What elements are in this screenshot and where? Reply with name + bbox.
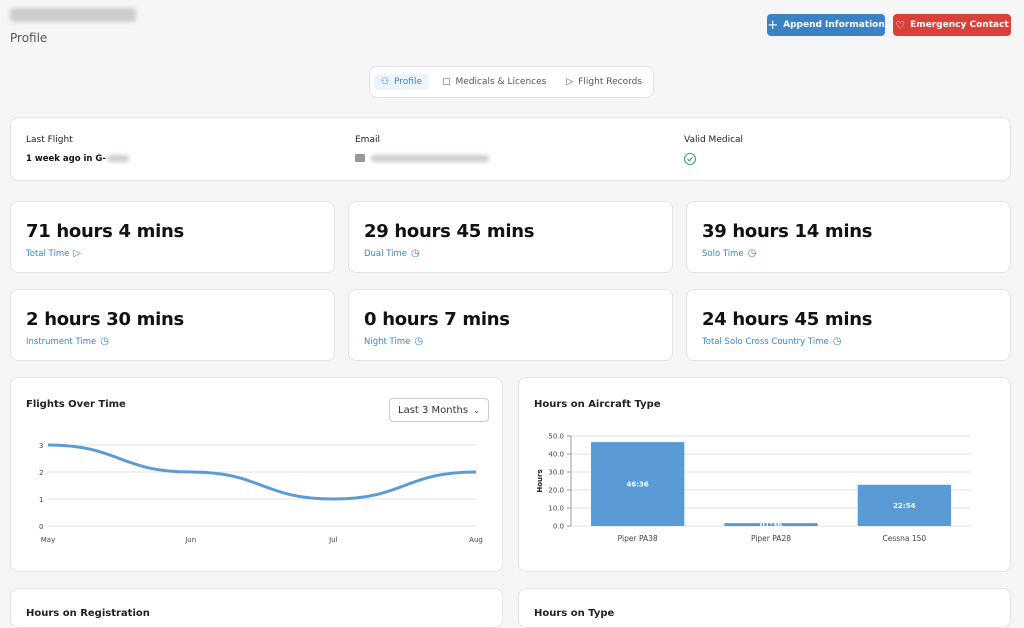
mail-icon bbox=[355, 154, 365, 162]
registration-card: Hours on Registration bbox=[10, 588, 503, 628]
button-label: Append Information bbox=[783, 20, 885, 30]
stat-card: 2 hours 30 mins Instrument Time ◷ bbox=[10, 289, 335, 361]
append-button[interactable]: + Append Information bbox=[767, 14, 885, 36]
plus-icon: + bbox=[767, 17, 779, 33]
stat-card: 71 hours 4 mins Total Time ▷ bbox=[10, 201, 335, 273]
stat-value: 2 hours 30 mins bbox=[26, 309, 184, 330]
tab[interactable]: ▢ Medicals & Licences bbox=[435, 74, 553, 90]
tab-label: Profile bbox=[394, 77, 423, 87]
stat-label: Dual Time bbox=[364, 248, 408, 259]
stat-card: 29 hours 45 mins Dual Time ◷ bbox=[348, 201, 673, 273]
stat-card: 24 hours 45 mins Total Solo Cross Countr… bbox=[686, 289, 1011, 361]
y-tick-label: 2 bbox=[39, 469, 43, 477]
dropdown-label: Last 3 Months bbox=[398, 404, 469, 416]
y-axis-label: Hours bbox=[536, 469, 544, 492]
page-title: Profile bbox=[10, 31, 48, 45]
chevron: ⌄ bbox=[473, 405, 480, 415]
flights-line bbox=[47, 443, 477, 501]
stat-label-row: Solo Time ◷ bbox=[702, 248, 756, 259]
stat-label-row: Instrument Time ◷ bbox=[26, 336, 109, 347]
stat-label: Total Time bbox=[26, 248, 70, 259]
y-tick-label: 3 bbox=[39, 442, 43, 450]
y-tick-label: 20.0 bbox=[548, 487, 564, 495]
flights-chart-card: Flights Over Time Last 3 Months ⌄ 0 1 2 3 May… bbox=[10, 377, 503, 572]
info-label: Email bbox=[355, 135, 380, 145]
stat-label-row: Night Time ◷ bbox=[364, 336, 423, 347]
stat-value: 71 hours 4 mins bbox=[26, 221, 184, 242]
tab-icon: ▢ bbox=[442, 77, 451, 87]
stat-card: 0 hours 7 mins Night Time ◷ bbox=[348, 289, 673, 361]
stat-label-row: Total Solo Cross Country Time ◷ bbox=[702, 336, 841, 347]
stat-icon: ◷ bbox=[411, 248, 420, 259]
bar bbox=[857, 484, 951, 526]
y-tick-label: 50.0 bbox=[548, 433, 564, 441]
tab-bar: ⚇ Profile ▢ Medicals & Licences ▷ Flight Re… bbox=[369, 66, 654, 98]
tab-label: Flight Records bbox=[578, 77, 643, 87]
stat-label: Total Solo Cross Country Time bbox=[702, 336, 829, 347]
blurred-email bbox=[371, 155, 489, 162]
bar-chart: 0.0 10.0 20.0 30.0 40.0 50.0 Hours 46:36 Piper P… bbox=[536, 433, 971, 543]
x-tick-label: Cessna 150 bbox=[882, 534, 926, 543]
bar bbox=[724, 523, 818, 526]
x-tick-label: Jul bbox=[328, 536, 338, 544]
info-label: Valid Medical bbox=[684, 135, 744, 145]
range-dropdown[interactable]: Last 3 Months ⌄ bbox=[389, 398, 489, 422]
y-tick-label: 10.0 bbox=[548, 505, 564, 513]
x-tick-label: Aug bbox=[469, 536, 483, 544]
stat-label: Night Time bbox=[364, 336, 411, 347]
stat-card: 39 hours 14 mins Solo Time ◷ bbox=[686, 201, 1011, 273]
chart-title: Flights Over Time bbox=[26, 399, 126, 410]
stat-label: Instrument Time bbox=[26, 336, 97, 347]
info-card: Last Flight 1 week ago in G- Email Valid… bbox=[10, 117, 1011, 181]
emergency-button[interactable]: ♡ Emergency Contact bbox=[893, 14, 1011, 36]
x-tick-label: May bbox=[41, 536, 55, 544]
page: Profile + Append Information ♡ Emergency C… bbox=[10, 8, 1011, 628]
stat-label: Solo Time bbox=[702, 248, 744, 259]
stat-icon: ▷ bbox=[73, 248, 82, 259]
y-tick-label: 0.0 bbox=[553, 523, 564, 531]
stat-icon: ◷ bbox=[832, 336, 842, 347]
aircraft-chart-card: Hours on Aircraft Type 0.0 10.0 20.0 30.0 40… bbox=[518, 377, 1011, 572]
check-icon bbox=[683, 152, 697, 166]
chart-title: Hours on Aircraft Type bbox=[534, 399, 661, 410]
y-tick-label: 30.0 bbox=[548, 469, 564, 477]
info-label: Last Flight bbox=[26, 135, 73, 145]
heart-icon: ♡ bbox=[895, 18, 906, 32]
x-tick-label: Piper PA28 bbox=[751, 534, 791, 543]
bar bbox=[591, 442, 685, 526]
type-card: Hours on Type bbox=[518, 588, 1011, 628]
info-value: 1 week ago in G- bbox=[26, 154, 129, 164]
bar-value-label: 22:54 bbox=[893, 502, 915, 510]
tab-icon: ▷ bbox=[566, 77, 574, 87]
stat-value: 29 hours 45 mins bbox=[364, 221, 535, 242]
blurred-name bbox=[10, 8, 136, 22]
tab-label: Medicals & Licences bbox=[455, 77, 547, 87]
stat-label-row: Dual Time ◷ bbox=[364, 248, 420, 259]
tab-icon: ⚇ bbox=[380, 77, 390, 87]
y-tick-label: 40.0 bbox=[548, 451, 564, 459]
stat-value: 39 hours 14 mins bbox=[702, 221, 873, 242]
tab[interactable]: ▷ Flight Records bbox=[559, 74, 649, 90]
y-tick-label: 0 bbox=[39, 523, 43, 531]
stat-label-row: Total Time ▷ bbox=[26, 248, 81, 259]
x-tick-label: Jun bbox=[184, 536, 196, 544]
x-tick-label: Piper PA38 bbox=[618, 534, 658, 543]
bar-value-label: 46:36 bbox=[627, 481, 649, 489]
stat-icon: ◷ bbox=[747, 248, 757, 259]
bar-value-label: 01:36 bbox=[760, 521, 782, 529]
stat-value: 24 hours 45 mins bbox=[702, 309, 873, 330]
tab[interactable]: ⚇ Profile bbox=[373, 74, 430, 90]
stat-icon: ◷ bbox=[100, 336, 110, 347]
button-label: Emergency Contact bbox=[910, 20, 1009, 30]
stat-icon: ◷ bbox=[414, 336, 424, 347]
last-flight: 1 week ago in G- bbox=[26, 154, 106, 164]
line-chart: 0 1 2 3 May Jun Jul Aug bbox=[39, 442, 483, 544]
y-tick-label: 1 bbox=[39, 496, 43, 504]
stat-value: 0 hours 7 mins bbox=[364, 309, 510, 330]
blurred-reg bbox=[106, 155, 129, 162]
